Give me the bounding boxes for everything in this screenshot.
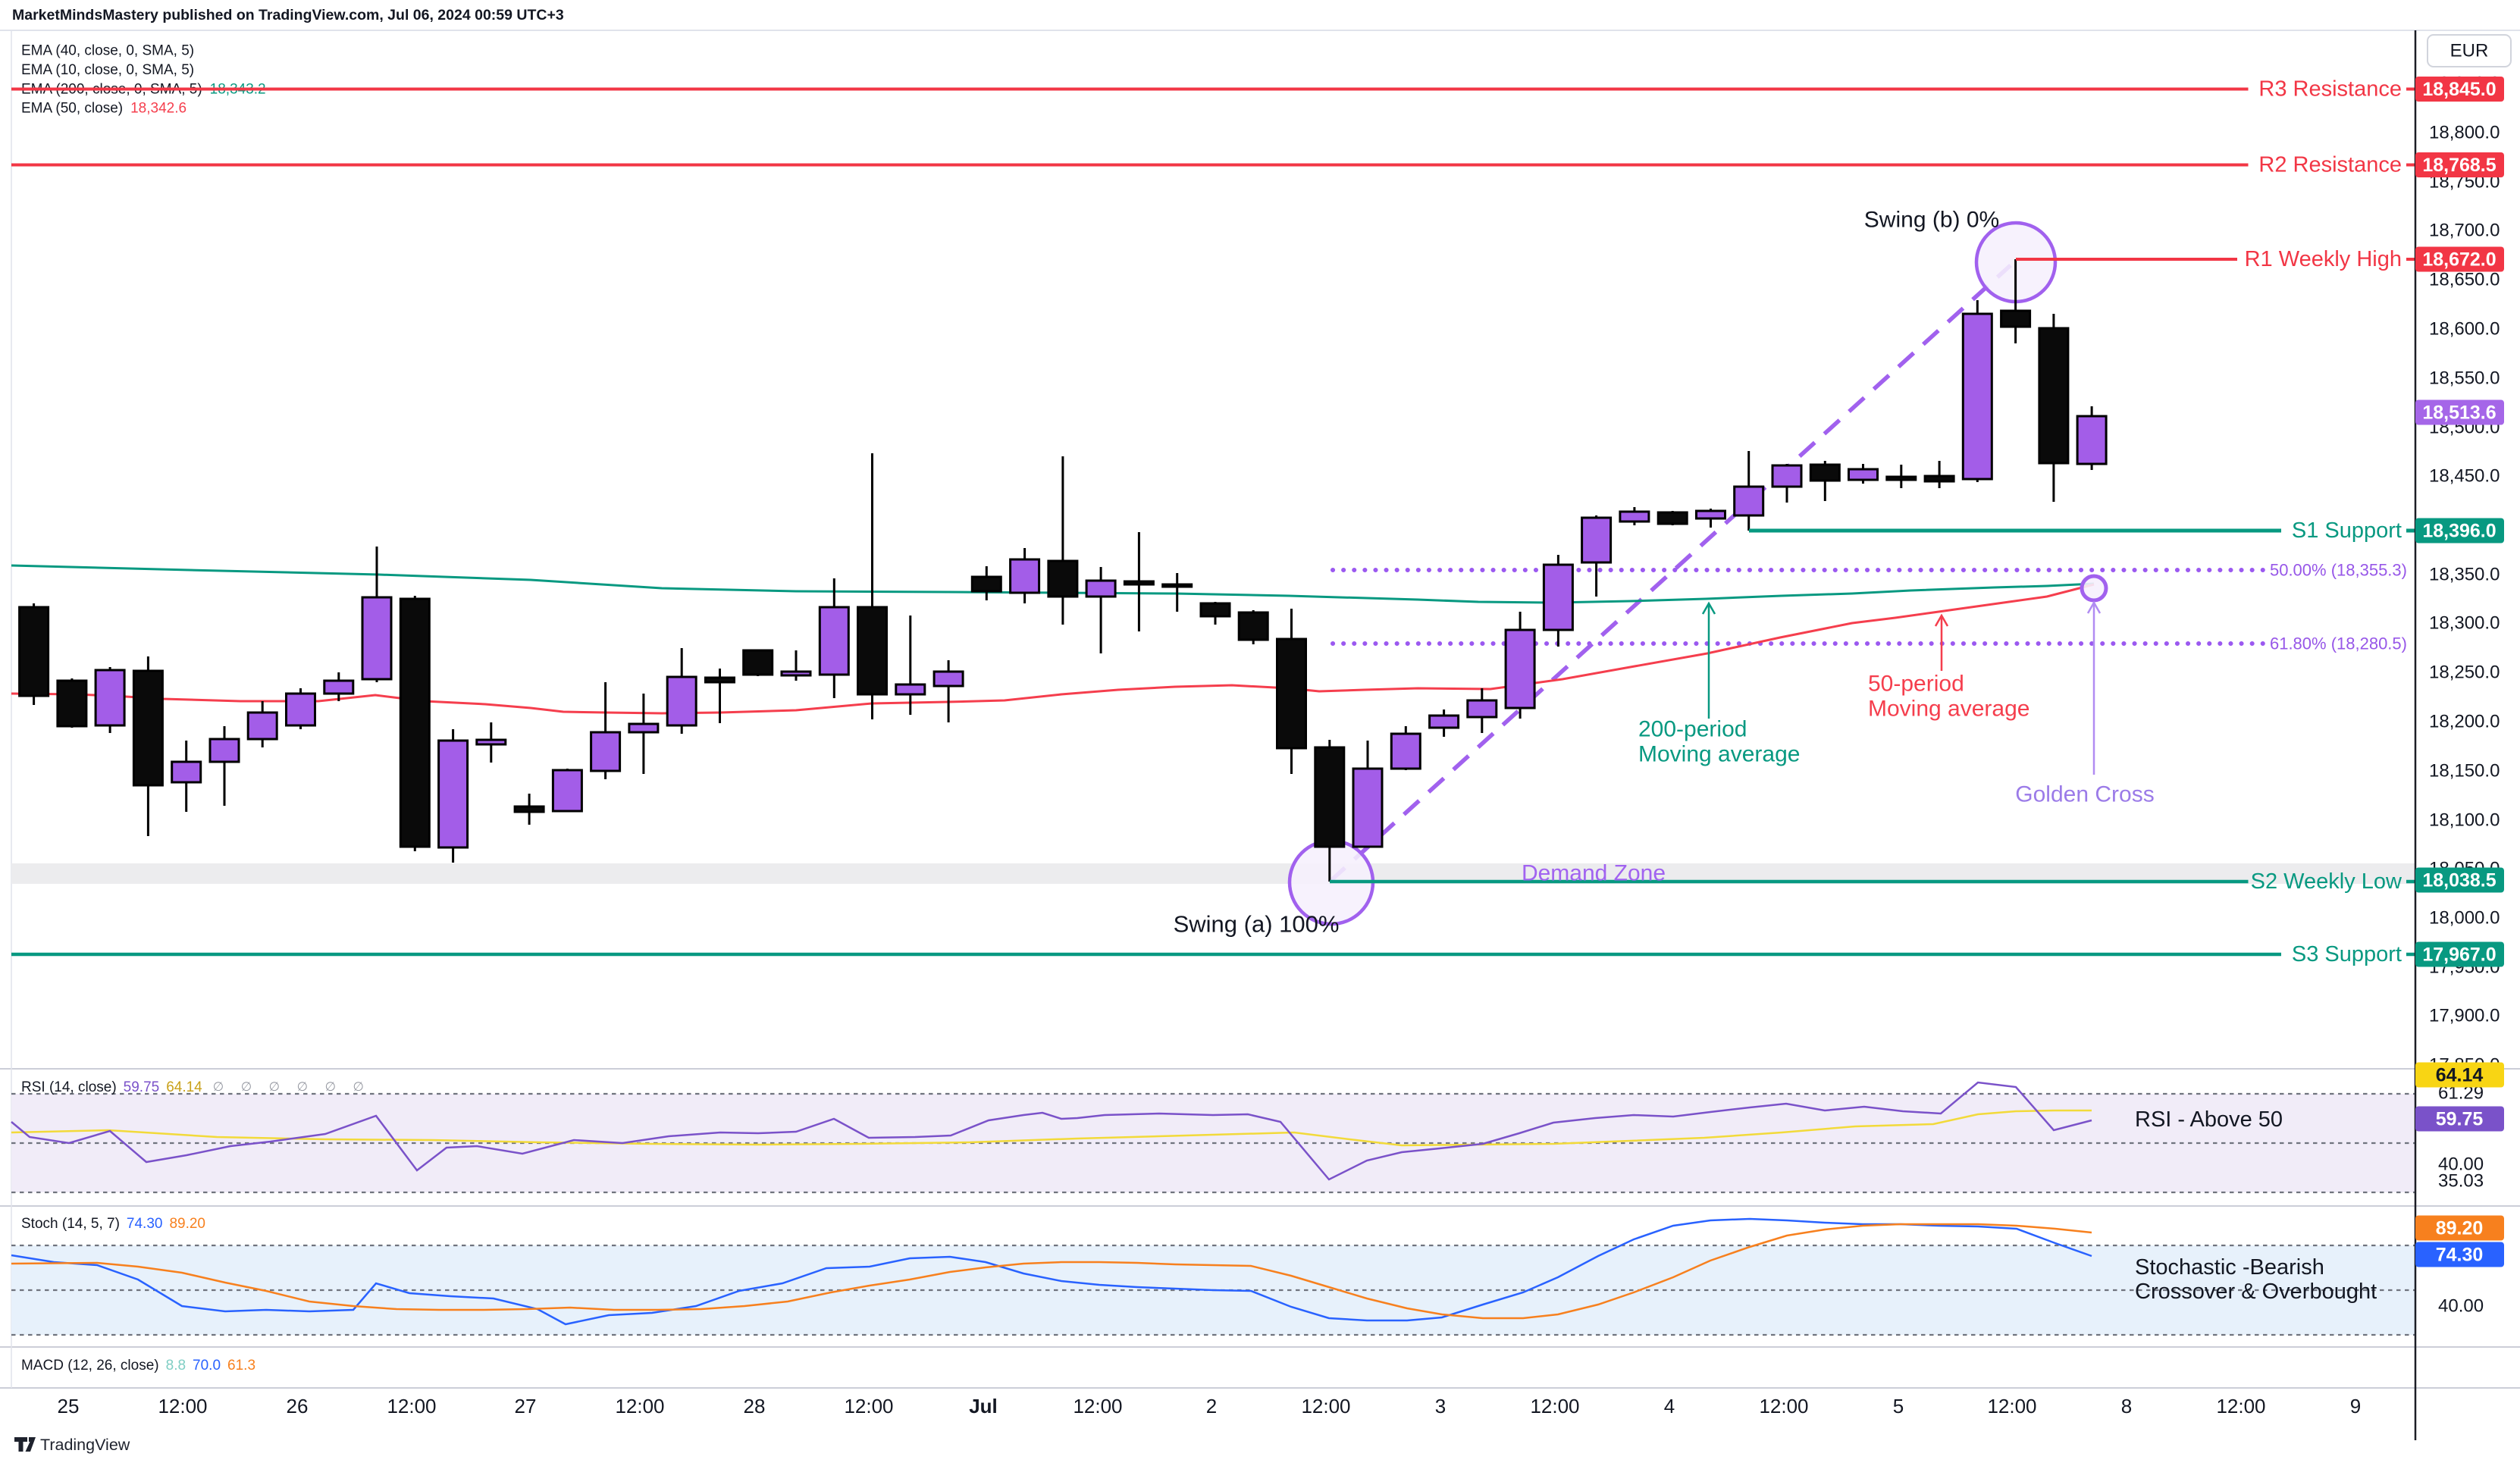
svg-text:12:00: 12:00 — [1530, 1395, 1579, 1417]
svg-text:12:00: 12:00 — [615, 1395, 664, 1417]
svg-text:74.30: 74.30 — [2436, 1245, 2484, 1266]
svg-text:18,450.0: 18,450.0 — [2429, 466, 2500, 487]
svg-text:12:00: 12:00 — [1987, 1395, 2036, 1417]
svg-text:18,396.0: 18,396.0 — [2422, 521, 2496, 542]
svg-text:MACD (12, 26, close)8.870.061.: MACD (12, 26, close) 8.8 70.0 61.3 — [21, 1358, 255, 1374]
svg-text:S1 Support: S1 Support — [2292, 518, 2402, 543]
svg-text:18,800.0: 18,800.0 — [2429, 123, 2500, 143]
svg-text:Moving average: Moving average — [1868, 697, 2029, 722]
svg-text:S3 Support: S3 Support — [2292, 942, 2402, 966]
svg-text:EMA (10, close, 0, SMA, 5): EMA (10, close, 0, SMA, 5) — [21, 62, 194, 78]
svg-text:18,200.0: 18,200.0 — [2429, 712, 2500, 732]
svg-text:Swing (a) 100%: Swing (a) 100% — [1174, 911, 1340, 938]
svg-text:Demand Zone: Demand Zone — [1522, 861, 1666, 886]
svg-text:18,150.0: 18,150.0 — [2429, 761, 2500, 782]
svg-text:EMA (50, close)18,342.6: EMA (50, close) 18,342.6 — [21, 100, 186, 116]
svg-text:18,768.5: 18,768.5 — [2422, 155, 2496, 176]
svg-text:S2 Weekly Low: S2 Weekly Low — [2251, 869, 2402, 894]
svg-text:27: 27 — [515, 1395, 537, 1417]
svg-text:TradingView: TradingView — [40, 1436, 130, 1454]
svg-text:18,300.0: 18,300.0 — [2429, 613, 2500, 634]
svg-text:EUR: EUR — [2450, 41, 2489, 61]
svg-text:R2 Resistance: R2 Resistance — [2258, 153, 2402, 177]
svg-text:12:00: 12:00 — [844, 1395, 893, 1417]
svg-text:18,700.0: 18,700.0 — [2429, 221, 2500, 241]
svg-text:40.00: 40.00 — [2438, 1154, 2484, 1175]
svg-text:40.00: 40.00 — [2438, 1296, 2484, 1317]
svg-text:Golden Cross: Golden Cross — [2015, 782, 2154, 807]
svg-text:17,900.0: 17,900.0 — [2429, 1006, 2500, 1026]
svg-text:12:00: 12:00 — [1073, 1395, 1122, 1417]
svg-text:RSI - Above 50: RSI - Above 50 — [2135, 1107, 2283, 1132]
svg-text:Jul: Jul — [969, 1395, 998, 1417]
svg-text:50.00% (18,355.3): 50.00% (18,355.3) — [2270, 561, 2407, 580]
svg-text:5: 5 — [1893, 1395, 1904, 1417]
svg-text:12:00: 12:00 — [1759, 1395, 1808, 1417]
svg-text:4: 4 — [1664, 1395, 1675, 1417]
svg-text:200-period: 200-period — [1638, 717, 1747, 742]
svg-text:2: 2 — [1206, 1395, 1217, 1417]
svg-text:61.80% (18,280.5): 61.80% (18,280.5) — [2270, 634, 2407, 653]
svg-text:Stochastic -Bearish: Stochastic -Bearish — [2135, 1255, 2324, 1280]
svg-text:59.75: 59.75 — [2436, 1109, 2484, 1130]
svg-text:12:00: 12:00 — [2216, 1395, 2265, 1417]
svg-text:18,550.0: 18,550.0 — [2429, 368, 2500, 389]
svg-text:25: 25 — [58, 1395, 80, 1417]
svg-text:18,100.0: 18,100.0 — [2429, 810, 2500, 831]
svg-text:89.20: 89.20 — [2436, 1218, 2484, 1239]
svg-text:50-period: 50-period — [1868, 672, 1964, 697]
svg-text:12:00: 12:00 — [387, 1395, 436, 1417]
svg-text:18,250.0: 18,250.0 — [2429, 663, 2500, 683]
svg-text:35.03: 35.03 — [2438, 1171, 2484, 1192]
svg-text:R3 Resistance: R3 Resistance — [2258, 77, 2402, 102]
svg-text:12:00: 12:00 — [158, 1395, 207, 1417]
svg-text:18,350.0: 18,350.0 — [2429, 565, 2500, 585]
svg-text:3: 3 — [1435, 1395, 1446, 1417]
svg-text:18,000.0: 18,000.0 — [2429, 908, 2500, 929]
svg-text:18,672.0: 18,672.0 — [2422, 249, 2496, 271]
svg-text:28: 28 — [744, 1395, 766, 1417]
svg-text:8: 8 — [2121, 1395, 2132, 1417]
svg-text:EMA (40, close, 0, SMA, 5): EMA (40, close, 0, SMA, 5) — [21, 43, 194, 59]
svg-text:R1 Weekly High: R1 Weekly High — [2245, 247, 2402, 271]
svg-text:MarketMindsMastery published o: MarketMindsMastery published on TradingV… — [12, 7, 564, 23]
svg-text:18,845.0: 18,845.0 — [2422, 79, 2496, 100]
svg-text:Crossover & Overbought: Crossover & Overbought — [2135, 1280, 2377, 1304]
svg-text:64.14: 64.14 — [2436, 1065, 2484, 1086]
svg-text:12:00: 12:00 — [1301, 1395, 1350, 1417]
svg-text:Moving average: Moving average — [1638, 742, 1800, 767]
svg-text:18,600.0: 18,600.0 — [2429, 319, 2500, 340]
svg-text:9: 9 — [2350, 1395, 2361, 1417]
svg-text:18,513.6: 18,513.6 — [2422, 403, 2496, 424]
svg-text:18,650.0: 18,650.0 — [2429, 270, 2500, 290]
svg-text:Swing (b) 0%: Swing (b) 0% — [1864, 208, 1999, 233]
svg-text:18,038.5: 18,038.5 — [2422, 870, 2496, 891]
svg-text:26: 26 — [287, 1395, 309, 1417]
svg-text:17,967.0: 17,967.0 — [2422, 944, 2496, 966]
